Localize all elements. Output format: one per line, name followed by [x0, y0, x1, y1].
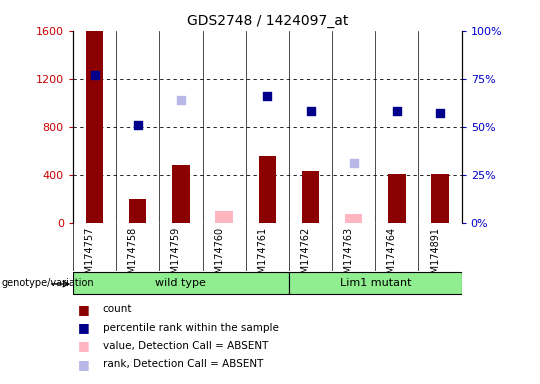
Text: Lim1 mutant: Lim1 mutant — [340, 278, 411, 288]
Text: GSM174758: GSM174758 — [127, 227, 138, 286]
Text: genotype/variation: genotype/variation — [1, 278, 94, 288]
Text: value, Detection Call = ABSENT: value, Detection Call = ABSENT — [103, 341, 268, 351]
Text: GSM174891: GSM174891 — [430, 227, 440, 286]
Point — [263, 93, 272, 99]
Point — [90, 72, 99, 78]
Bar — [431, 174, 449, 223]
Point — [177, 97, 185, 103]
Bar — [215, 211, 233, 223]
Bar — [259, 156, 276, 223]
Text: GSM174760: GSM174760 — [214, 227, 224, 286]
Point — [133, 122, 142, 128]
Text: ■: ■ — [78, 303, 90, 316]
Text: ■: ■ — [78, 339, 90, 353]
Point — [393, 108, 401, 114]
Title: GDS2748 / 1424097_at: GDS2748 / 1424097_at — [187, 14, 348, 28]
Bar — [172, 165, 190, 223]
Text: GSM174759: GSM174759 — [171, 227, 181, 286]
Text: GSM174763: GSM174763 — [343, 227, 354, 286]
Text: count: count — [103, 304, 132, 314]
Text: GSM174757: GSM174757 — [84, 227, 94, 286]
Bar — [289, 272, 462, 295]
Text: GSM174762: GSM174762 — [300, 227, 310, 286]
Text: GSM174764: GSM174764 — [387, 227, 397, 286]
Bar — [345, 214, 362, 223]
Text: GSM174761: GSM174761 — [257, 227, 267, 286]
Text: rank, Detection Call = ABSENT: rank, Detection Call = ABSENT — [103, 359, 263, 369]
Text: ■: ■ — [78, 321, 90, 334]
Text: percentile rank within the sample: percentile rank within the sample — [103, 323, 279, 333]
Point — [436, 110, 444, 116]
Bar — [73, 272, 289, 295]
Bar — [388, 174, 406, 223]
Point — [306, 108, 315, 114]
Text: wild type: wild type — [156, 278, 206, 288]
Text: ■: ■ — [78, 358, 90, 371]
Point — [349, 160, 358, 166]
Bar — [86, 31, 103, 223]
Bar — [129, 199, 146, 223]
Bar — [302, 171, 319, 223]
